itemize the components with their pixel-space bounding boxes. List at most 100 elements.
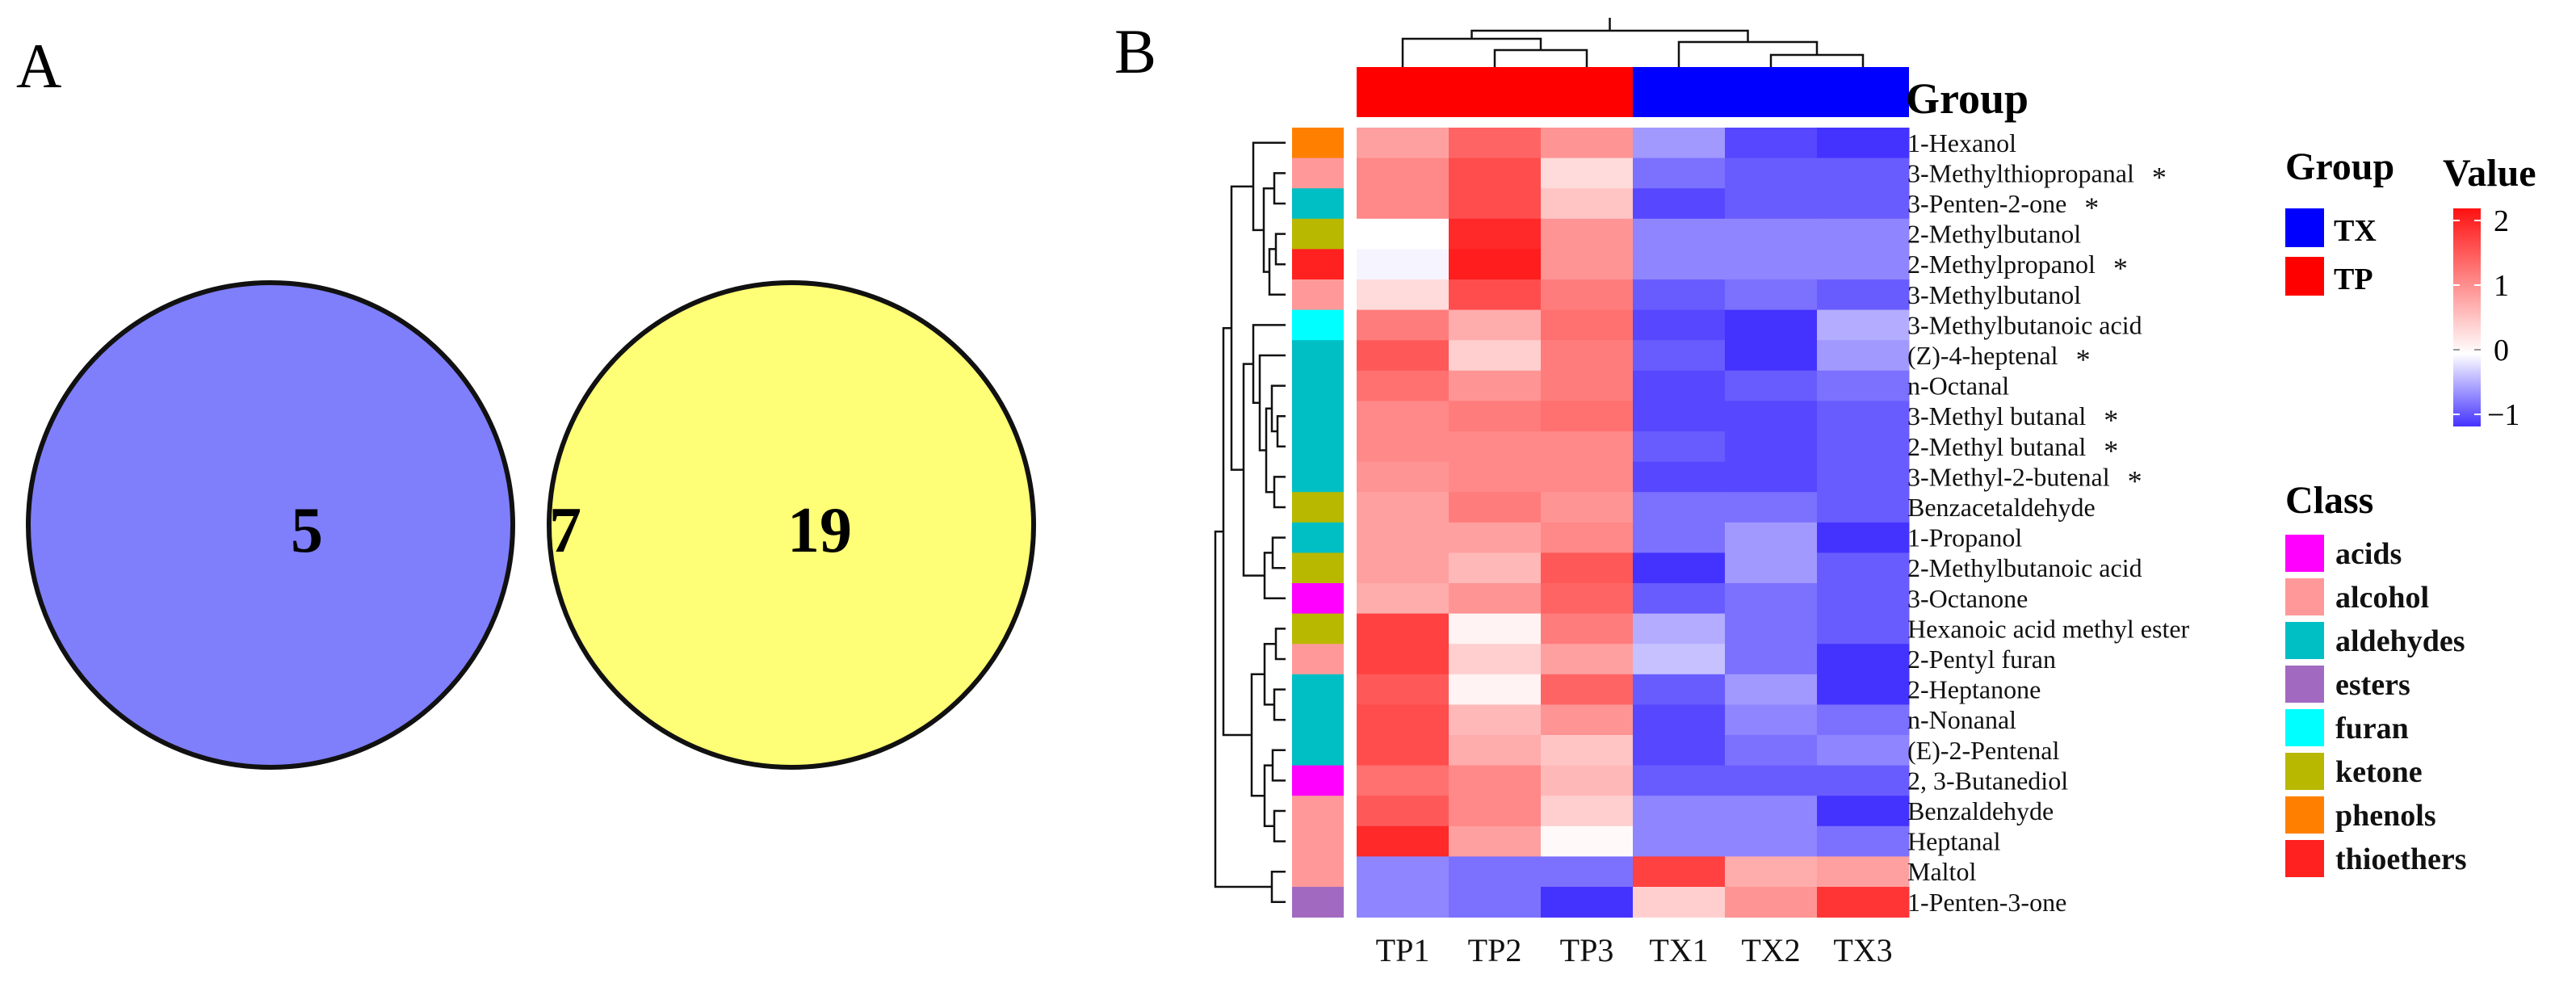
heatmap-cell bbox=[1449, 765, 1542, 796]
row-label: 3-Methylbutanoic acid bbox=[1907, 310, 2142, 339]
class-cell-aldehydes bbox=[1292, 370, 1344, 401]
heatmap-cell bbox=[1541, 613, 1634, 645]
dendro-branch bbox=[1252, 141, 1286, 232]
heatmap-cell bbox=[1541, 825, 1634, 857]
dendro-branch bbox=[1274, 233, 1286, 266]
heatmap-cell bbox=[1357, 279, 1450, 311]
heatmap-cell bbox=[1541, 401, 1634, 432]
heatmap-cell bbox=[1449, 279, 1542, 311]
heatmap-cell bbox=[1725, 796, 1818, 827]
class-cell-aldehydes bbox=[1292, 674, 1344, 705]
venn-right-outline bbox=[547, 280, 1036, 770]
heatmap-cell bbox=[1357, 735, 1450, 766]
legend-group-label-tp: TP bbox=[2334, 262, 2373, 296]
heatmap-cell bbox=[1817, 674, 1910, 705]
legend-value-tick-1: 1 bbox=[2494, 269, 2509, 303]
heatmap-cell bbox=[1725, 583, 1818, 615]
dendro-branch bbox=[1276, 414, 1286, 448]
legend-group-title: Group bbox=[2285, 145, 2394, 188]
heatmap-cell bbox=[1541, 552, 1634, 584]
heatmap-cell bbox=[1633, 735, 1726, 766]
heatmap-cell bbox=[1357, 431, 1450, 463]
heatmap-cell bbox=[1817, 704, 1910, 736]
class-cell-alcohol bbox=[1292, 796, 1344, 827]
heatmap-cell bbox=[1449, 492, 1542, 523]
heatmap-cell bbox=[1357, 340, 1450, 372]
legend-value-title: Value bbox=[2443, 152, 2536, 195]
legend-class-swatch-furan bbox=[2285, 709, 2324, 746]
class-cell-ketone bbox=[1292, 552, 1344, 584]
heatmap-cell bbox=[1633, 492, 1726, 523]
heatmap-cell bbox=[1633, 461, 1726, 493]
heatmap-cell bbox=[1541, 674, 1634, 705]
class-cell-aldehydes bbox=[1292, 461, 1344, 493]
legend-class-title: Class bbox=[2285, 479, 2373, 522]
heatmap-cell bbox=[1357, 796, 1450, 827]
heatmap-cell bbox=[1449, 158, 1542, 189]
dendro-branch bbox=[1270, 870, 1286, 904]
heatmap-cell bbox=[1817, 218, 1910, 250]
dendro-branch bbox=[1214, 530, 1272, 888]
heatmap-cell bbox=[1449, 674, 1542, 705]
significance-star: * bbox=[2076, 343, 2091, 376]
heatmap-cell bbox=[1633, 765, 1726, 796]
heatmap-cell bbox=[1449, 249, 1542, 280]
heatmap-cell bbox=[1725, 765, 1818, 796]
heatmap-cell bbox=[1357, 158, 1450, 189]
heatmap-cell bbox=[1357, 674, 1450, 705]
row-label: 2-Pentyl furan bbox=[1907, 645, 2056, 674]
heatmap-cell bbox=[1725, 309, 1818, 341]
heatmap-cell bbox=[1817, 370, 1910, 401]
dendro-branch bbox=[1769, 53, 1865, 67]
legend-class-swatch-phenols bbox=[2285, 796, 2324, 834]
heatmap-cell bbox=[1725, 887, 1818, 918]
row-label: 1-Penten-3-one bbox=[1907, 888, 2066, 917]
row-label: 3-Methylbutanol bbox=[1907, 280, 2081, 309]
venn-left-outline bbox=[26, 280, 515, 770]
legend-class-label-thioethers: thioethers bbox=[2335, 842, 2467, 876]
heatmap-cell bbox=[1817, 522, 1910, 553]
heatmap-cell bbox=[1817, 796, 1910, 827]
row-label: (Z)-4-heptenal bbox=[1907, 341, 2058, 370]
class-cell-esters bbox=[1292, 887, 1344, 918]
heatmap-cell bbox=[1633, 340, 1726, 372]
heatmap-cell bbox=[1817, 188, 1910, 220]
row-label: n-Octanal bbox=[1907, 372, 2009, 401]
dendro-branch bbox=[1273, 172, 1286, 205]
column-label: TX2 bbox=[1741, 932, 1800, 968]
heatmap-cell bbox=[1725, 825, 1818, 857]
legend-value-colorbar bbox=[2453, 208, 2481, 426]
heatmap-cell bbox=[1357, 583, 1450, 615]
legend-class-swatch-esters bbox=[2285, 666, 2324, 703]
legend-group-swatch-tp bbox=[2285, 257, 2324, 296]
heatmap-cell bbox=[1541, 279, 1634, 311]
row-label: 3-Penten-2-one bbox=[1907, 189, 2066, 218]
heatmap-cell bbox=[1449, 552, 1542, 584]
heatmap-cell bbox=[1541, 583, 1634, 615]
venn-right-set bbox=[549, 283, 1034, 767]
heatmap-cell bbox=[1449, 128, 1542, 159]
heatmap-cell bbox=[1541, 249, 1634, 280]
heatmap-cell bbox=[1633, 583, 1726, 615]
column-dendrogram bbox=[1401, 18, 1865, 67]
heatmap-cell bbox=[1633, 431, 1726, 463]
heatmap-cell bbox=[1449, 583, 1542, 615]
significance-star: * bbox=[2113, 252, 2128, 284]
venn-diagram: 5 7 19 bbox=[26, 280, 1036, 770]
row-label: 1-Propanol bbox=[1907, 523, 2022, 552]
dendro-branch bbox=[1222, 326, 1252, 737]
heatmap-cell bbox=[1357, 704, 1450, 736]
heatmap-cell bbox=[1449, 704, 1542, 736]
dendro-branch bbox=[1230, 185, 1253, 471]
venn-right-count: 19 bbox=[787, 495, 852, 566]
heatmap-cell bbox=[1449, 856, 1542, 888]
heatmap-cell bbox=[1725, 735, 1818, 766]
heatmap-cell bbox=[1633, 401, 1726, 432]
group-annotation-bar bbox=[1357, 67, 1909, 117]
class-cell-thioethers bbox=[1292, 249, 1344, 280]
column-label: TP3 bbox=[1560, 932, 1614, 968]
row-label: n-Nonanal bbox=[1907, 705, 2016, 734]
heatmap-cell bbox=[1817, 492, 1910, 523]
heatmap-cell bbox=[1357, 644, 1450, 675]
class-cell-alcohol bbox=[1292, 158, 1344, 189]
